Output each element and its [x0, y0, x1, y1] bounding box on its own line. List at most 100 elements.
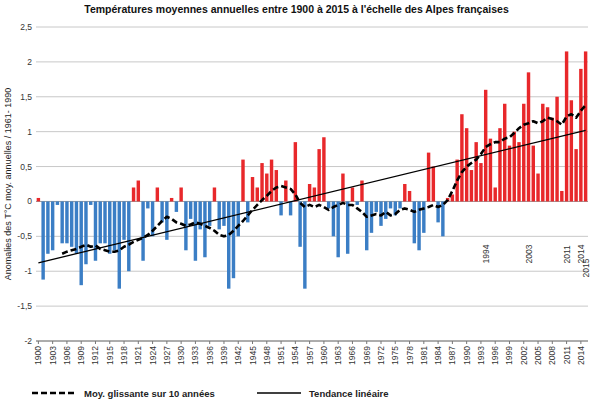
- bar: [365, 201, 368, 250]
- bar: [336, 201, 339, 257]
- bar: [351, 187, 354, 201]
- x-tick: [509, 341, 510, 344]
- x-tick: [409, 341, 410, 344]
- bar: [160, 201, 163, 222]
- x-tick: [480, 341, 481, 344]
- x-tick: [438, 341, 439, 344]
- bar: [584, 51, 587, 201]
- x-tick-label: 1981: [419, 346, 429, 365]
- x-tick: [566, 341, 567, 344]
- x-tick-label: 1942: [233, 346, 243, 365]
- bar: [194, 201, 197, 260]
- y-tick-label: 1: [27, 127, 32, 137]
- bar: [536, 174, 539, 202]
- bar: [189, 201, 192, 218]
- bar: [551, 118, 554, 202]
- bar: [317, 149, 320, 201]
- x-tick-label: 1990: [462, 346, 472, 365]
- bar: [141, 201, 144, 260]
- bar: [170, 198, 173, 201]
- bar: [94, 201, 97, 260]
- grid-line: [36, 341, 588, 342]
- bar: [308, 184, 311, 201]
- bar: [403, 184, 406, 201]
- bar: [346, 201, 349, 253]
- x-tick-label: 1948: [262, 346, 272, 365]
- bar: [179, 187, 182, 201]
- bar: [79, 201, 82, 285]
- x-tick-label: 1912: [90, 346, 100, 365]
- bar: [251, 177, 254, 201]
- bar: [565, 51, 568, 201]
- bar: [460, 114, 463, 201]
- bar: [579, 69, 582, 202]
- y-tick-label: -2: [24, 336, 32, 346]
- bar: [65, 201, 68, 243]
- bar: [527, 72, 530, 201]
- x-tick-label: 1969: [362, 346, 372, 365]
- x-tick-label: 1954: [290, 346, 300, 365]
- x-tick-label: 1975: [390, 346, 400, 365]
- x-tick: [309, 341, 310, 344]
- x-tick: [124, 341, 125, 344]
- bar: [327, 201, 330, 208]
- x-tick-label: 1993: [476, 346, 486, 365]
- bar: [517, 142, 520, 201]
- bar: [84, 201, 87, 264]
- bar: [227, 201, 230, 288]
- bar: [275, 170, 278, 201]
- x-tick-label: 2005: [533, 346, 543, 365]
- y-tick-label: -1: [24, 266, 32, 276]
- x-tick: [423, 341, 424, 344]
- x-tick-label: 1927: [162, 346, 172, 365]
- bar: [232, 201, 235, 278]
- x-tick: [580, 341, 581, 344]
- trend-line: [38, 130, 585, 263]
- x-tick: [152, 341, 153, 344]
- y-tick-label: -0,5: [17, 231, 32, 241]
- x-tick-label: 1972: [376, 346, 386, 365]
- bar: [470, 170, 473, 201]
- x-tick: [552, 341, 553, 344]
- legend-swatch: [32, 392, 76, 395]
- bar: [70, 201, 73, 246]
- legend-swatch: [257, 392, 301, 393]
- x-tick-label: 1978: [405, 346, 415, 365]
- x-tick-label: 1933: [190, 346, 200, 365]
- x-tick: [223, 341, 224, 344]
- x-tick-label: 1960: [319, 346, 329, 365]
- x-tick-label: 1984: [433, 346, 443, 365]
- x-tick: [452, 341, 453, 344]
- x-tick-label: 1906: [62, 346, 72, 365]
- bar: [560, 191, 563, 201]
- bar: [118, 201, 121, 288]
- bar: [37, 198, 40, 201]
- x-tick-label: 1909: [76, 346, 86, 365]
- x-tick-label: 1936: [205, 346, 215, 365]
- bar: [413, 201, 416, 243]
- bar: [398, 201, 401, 208]
- bar: [265, 174, 268, 202]
- y-tick-label: -1,5: [17, 301, 32, 311]
- grid-line: [36, 306, 588, 307]
- x-tick: [523, 341, 524, 344]
- annotation: 2015: [581, 258, 591, 277]
- x-tick-label: 2011: [562, 346, 572, 365]
- x-axis-line: [36, 341, 588, 342]
- x-tick: [209, 341, 210, 344]
- bar: [51, 201, 54, 250]
- x-tick: [252, 341, 253, 344]
- x-tick-label: 2008: [547, 346, 557, 365]
- x-tick: [352, 341, 353, 344]
- bar: [41, 201, 44, 279]
- grid-line: [36, 96, 588, 97]
- x-tick: [109, 341, 110, 344]
- x-tick: [266, 341, 267, 344]
- bar: [132, 187, 135, 201]
- x-tick-label: 1918: [119, 346, 129, 365]
- bar: [256, 187, 259, 201]
- x-tick: [381, 341, 382, 344]
- bar: [313, 187, 316, 201]
- x-tick: [538, 341, 539, 344]
- chart: Températures moyennes annuelles entre 19…: [0, 0, 593, 405]
